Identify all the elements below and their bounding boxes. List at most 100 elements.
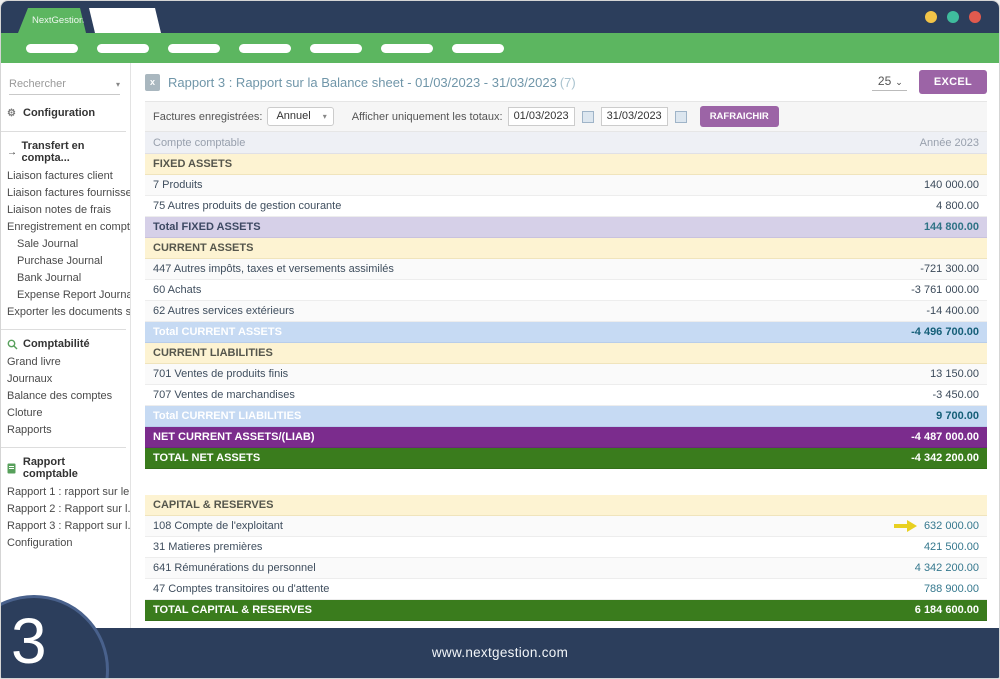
nav-item-pill[interactable] xyxy=(97,43,149,53)
refresh-button[interactable]: RAFRAICHIR xyxy=(699,106,779,127)
account-label: Total FIXED ASSETS xyxy=(153,221,261,233)
sidebar-item-rapport-2-rapport-sur-l[interactable]: Rapport 2 : Rapport sur l... xyxy=(7,502,131,515)
table-section-row: CAPITAL & RESERVES xyxy=(145,495,987,516)
sidebar-item-rapport-1-rapport-sur-le[interactable]: Rapport 1 : rapport sur le... xyxy=(7,485,131,498)
account-label: Total CURRENT LIABILITIES xyxy=(153,410,302,422)
sidebar-section-rapport-comptable[interactable]: Rapport comptable xyxy=(1,448,130,483)
account-value: 140 000.00 xyxy=(923,179,979,191)
account-value: -721 300.00 xyxy=(920,263,979,275)
account-label: 75 Autres produits de gestion courante xyxy=(153,200,342,212)
account-label: CAPITAL & RESERVES xyxy=(153,499,274,511)
report-count: (7) xyxy=(559,74,576,90)
account-label: TOTAL CAPITAL & RESERVES xyxy=(153,604,312,616)
table-row: 31 Matieres premières 421 500.00 xyxy=(145,537,987,558)
table-total-row: Total FIXED ASSETS 144 800.00 xyxy=(145,217,987,238)
sidebar-item-bank-journal[interactable]: Bank Journal xyxy=(17,271,82,284)
table-row: 447 Autres impôts, taxes et versements a… xyxy=(145,259,987,280)
maximize-dot-icon[interactable] xyxy=(947,11,959,23)
sidebar-item-sale-journal[interactable]: Sale Journal xyxy=(17,237,79,250)
ghost-tab[interactable] xyxy=(89,8,161,33)
page-size-select[interactable]: 25 ⌄ xyxy=(871,73,907,91)
date-to-input[interactable]: 31/03/2023 xyxy=(600,107,668,126)
minimize-dot-icon[interactable] xyxy=(925,11,937,23)
account-label: CURRENT LIABILITIES xyxy=(153,347,273,359)
report-title: Rapport 3 : Rapport sur la Balance sheet… xyxy=(168,75,576,90)
table-row: 75 Autres produits de gestion courante 4 … xyxy=(145,196,987,217)
arrow-right-icon: → xyxy=(7,146,17,158)
search-input[interactable]: Rechercher ▾ xyxy=(9,75,120,95)
table-header-row: Compte comptable Année 2023 xyxy=(145,132,987,154)
nav-item-pill[interactable] xyxy=(310,43,362,53)
sidebar-item-expense-report-journal[interactable]: Expense Report Journal xyxy=(17,288,131,301)
nav-item-pill[interactable] xyxy=(239,43,291,53)
calendar-icon[interactable] xyxy=(674,110,687,123)
sidebar-item-purchase-journal[interactable]: Purchase Journal xyxy=(17,254,103,267)
balance-sheet-table: Compte comptable Année 2023 FIXED ASSETS… xyxy=(145,132,987,621)
account-value: -4 342 200.00 xyxy=(911,452,979,464)
account-label: CURRENT ASSETS xyxy=(153,242,254,254)
sidebar-item-configuration[interactable]: Configuration xyxy=(7,536,73,549)
chevron-down-icon: ▾ xyxy=(115,80,120,89)
account-value: -14 400.00 xyxy=(926,305,979,317)
sidebar-item-liaison-factures-client[interactable]: Liaison factures client xyxy=(7,169,113,182)
highlight-arrow-icon xyxy=(893,520,917,532)
page-number-badge: 3 xyxy=(1,595,109,678)
sidebar-item-liaison-notes-de-frais[interactable]: Liaison notes de frais xyxy=(7,203,111,216)
account-value: -4 487 000.00 xyxy=(911,431,979,443)
account-label: FIXED ASSETS xyxy=(153,158,233,170)
account-label: 707 Ventes de marchandises xyxy=(153,389,295,401)
sidebar-item-journaux[interactable]: Journaux xyxy=(7,372,53,385)
sidebar-item-enregistrement-en-compt[interactable]: Enregistrement en compt... xyxy=(7,220,131,233)
sidebar-section-configuration[interactable]: ⚙ Configuration xyxy=(1,99,130,122)
sidebar-section-comptabilit-[interactable]: Comptabilité xyxy=(1,330,130,353)
sidebar-item-liaison-factures-fournisseur[interactable]: Liaison factures fournisseur xyxy=(7,186,131,199)
magnifier-icon xyxy=(7,339,19,350)
report-title-text: Rapport 3 : Rapport sur la Balance sheet… xyxy=(168,74,557,90)
account-value: 788 900.00 xyxy=(923,583,979,595)
account-label: 31 Matieres premières xyxy=(153,541,263,553)
table-total-row: NET CURRENT ASSETS/(LIAB) -4 487 000.00 xyxy=(145,427,987,448)
account-value: -4 496 700.00 xyxy=(911,326,979,338)
content-frame: Rechercher ▾ ⚙ Configuration → Transfert en… xyxy=(1,63,999,630)
sidebar-divider xyxy=(1,447,126,448)
sidebar-section-transfert-en-compta-[interactable]: → Transfert en compta... xyxy=(1,132,130,167)
nav-item-pill[interactable] xyxy=(26,43,78,53)
sidebar-sections: ⚙ Configuration → Transfert en compta... Lia… xyxy=(1,99,130,551)
page-size-value: 25 xyxy=(877,74,892,88)
account-label: TOTAL NET ASSETS xyxy=(153,452,261,464)
nav-item-pill[interactable] xyxy=(452,43,504,53)
period-select-value: Annuel xyxy=(276,110,311,122)
calendar-icon[interactable] xyxy=(581,110,594,123)
date-from-input[interactable]: 01/03/2023 xyxy=(507,107,575,126)
table-total-row: Total CURRENT LIABILITIES 9 700.00 xyxy=(145,406,987,427)
account-value: 632 000.00 xyxy=(893,520,979,532)
nav-item-pill[interactable] xyxy=(168,43,220,53)
footer-url: www.nextgestion.com xyxy=(431,645,569,660)
column-account: Compte comptable xyxy=(153,136,246,149)
sidebar-item-rapport-3-rapport-sur-l[interactable]: Rapport 3 : Rapport sur l... xyxy=(7,519,131,532)
table-row: 701 Ventes de produits finis 13 150.00 xyxy=(145,364,987,385)
excel-file-icon: x xyxy=(145,73,160,91)
page-number: 3 xyxy=(11,605,47,677)
sidebar-item-exporter-les-documents-s[interactable]: Exporter les documents s... xyxy=(7,305,131,318)
close-dot-icon[interactable] xyxy=(969,11,981,23)
sidebar-item-balance-des-comptes[interactable]: Balance des comptes xyxy=(7,389,113,402)
table-row: 707 Ventes de marchandises -3 450.00 xyxy=(145,385,987,406)
report-header: x Rapport 3 : Rapport sur la Balance she… xyxy=(145,63,987,101)
account-label: 62 Autres services extérieurs xyxy=(153,305,295,317)
account-value: 421 500.00 xyxy=(923,541,979,553)
account-label: 60 Achats xyxy=(153,284,202,296)
table-row: 7 Produits 140 000.00 xyxy=(145,175,987,196)
sidebar-item-rapports[interactable]: Rapports xyxy=(7,423,52,436)
nav-item-pill[interactable] xyxy=(381,43,433,53)
main-nav xyxy=(1,33,999,63)
header-controls: 25 ⌄ EXCEL xyxy=(871,70,987,94)
sidebar-section-label: Rapport comptable xyxy=(22,456,78,480)
excel-export-button[interactable]: EXCEL xyxy=(918,70,987,94)
sidebar-item-grand-livre[interactable]: Grand livre xyxy=(7,355,61,368)
account-label: NET CURRENT ASSETS/(LIAB) xyxy=(153,431,315,443)
sidebar-item-cloture[interactable]: Cloture xyxy=(7,406,43,419)
brand-tab[interactable]: NextGestion xyxy=(18,8,86,33)
sidebar-section-label: Configuration xyxy=(23,107,96,119)
period-select[interactable]: Annuel ▾ xyxy=(267,107,334,126)
